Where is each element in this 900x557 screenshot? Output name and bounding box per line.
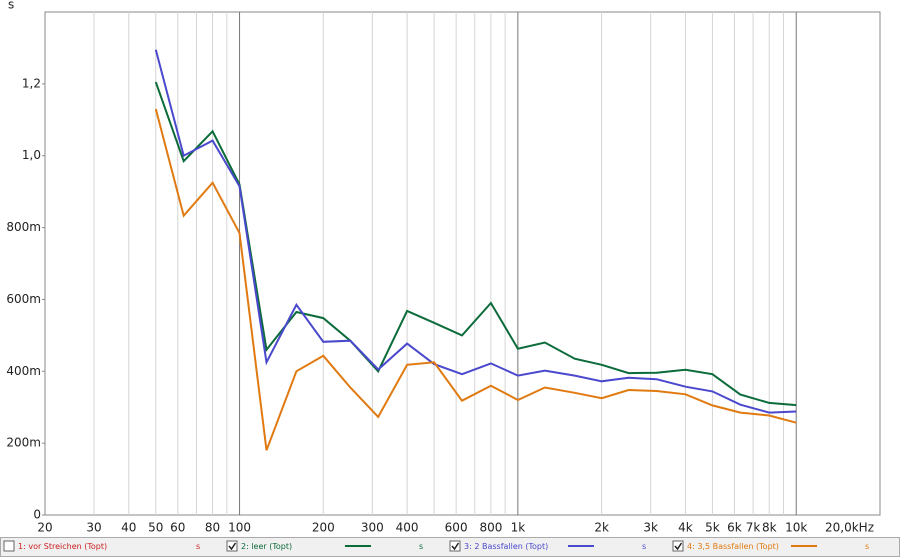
plot-area: [44, 11, 881, 516]
legend-unit: s: [642, 542, 646, 551]
y-tick-label: 800m: [6, 220, 41, 234]
x-tick-label: 400: [396, 521, 419, 535]
x-tick-label: 800: [479, 521, 502, 535]
legend-label: 3: 2 Bassfallen (Topt): [464, 542, 548, 551]
x-tick-label: 40: [121, 521, 136, 535]
y-tick-label: 400m: [6, 364, 41, 378]
legend-checkbox[interactable]: [672, 540, 684, 552]
y-tick-label: 200m: [6, 436, 41, 450]
x-tick-label: 4k: [678, 521, 693, 535]
legend-unit: s: [865, 542, 869, 551]
legend-check: [228, 542, 237, 551]
x-tick-label: 20,0kHz: [825, 521, 874, 535]
x-tick-label: 50: [148, 521, 163, 535]
legend-check: [451, 542, 460, 551]
legend-label: 2: leer (Topt): [241, 542, 292, 551]
x-tick-label: 8k: [762, 521, 777, 535]
x-tick-label: 100: [228, 521, 251, 535]
x-tick-label: 6k: [727, 521, 742, 535]
series-line: [154, 49, 797, 414]
x-tick-label: 20: [37, 521, 52, 535]
x-tick-label: 30: [86, 521, 101, 535]
series-line: [154, 108, 797, 451]
x-tick-label: 200: [312, 521, 335, 535]
legend-label: 1: vor Streichen (Topt): [18, 542, 107, 551]
y-tick-label: 1,0: [22, 148, 41, 162]
y-tick-label: 600m: [6, 292, 41, 306]
y-tick-label: 0: [33, 508, 41, 522]
legend-check: [674, 542, 683, 551]
y-axis-label: s: [8, 0, 14, 12]
legend-unit: s: [419, 542, 423, 551]
x-tick-label: 300: [361, 521, 384, 535]
x-tick-label: 7k: [746, 521, 761, 535]
x-tick-label: 80: [205, 521, 220, 535]
legend-label: 4: 3,5 Bassfallen (Topt): [687, 542, 779, 551]
x-tick-label: 5k: [705, 521, 720, 535]
x-tick-label: 1k: [511, 521, 526, 535]
legend-checkbox[interactable]: [3, 540, 15, 552]
y-tick-label: 1,2: [22, 76, 41, 90]
x-tick-label: 600: [445, 521, 468, 535]
series-line: [154, 81, 797, 407]
x-tick-label: 2k: [594, 521, 609, 535]
legend-unit: s: [196, 542, 200, 551]
x-tick-label: 3k: [643, 521, 658, 535]
x-tick-label: 10k: [785, 521, 807, 535]
legend-checkbox[interactable]: [226, 540, 238, 552]
legend-checkbox[interactable]: [449, 540, 461, 552]
x-tick-label: 60: [170, 521, 185, 535]
